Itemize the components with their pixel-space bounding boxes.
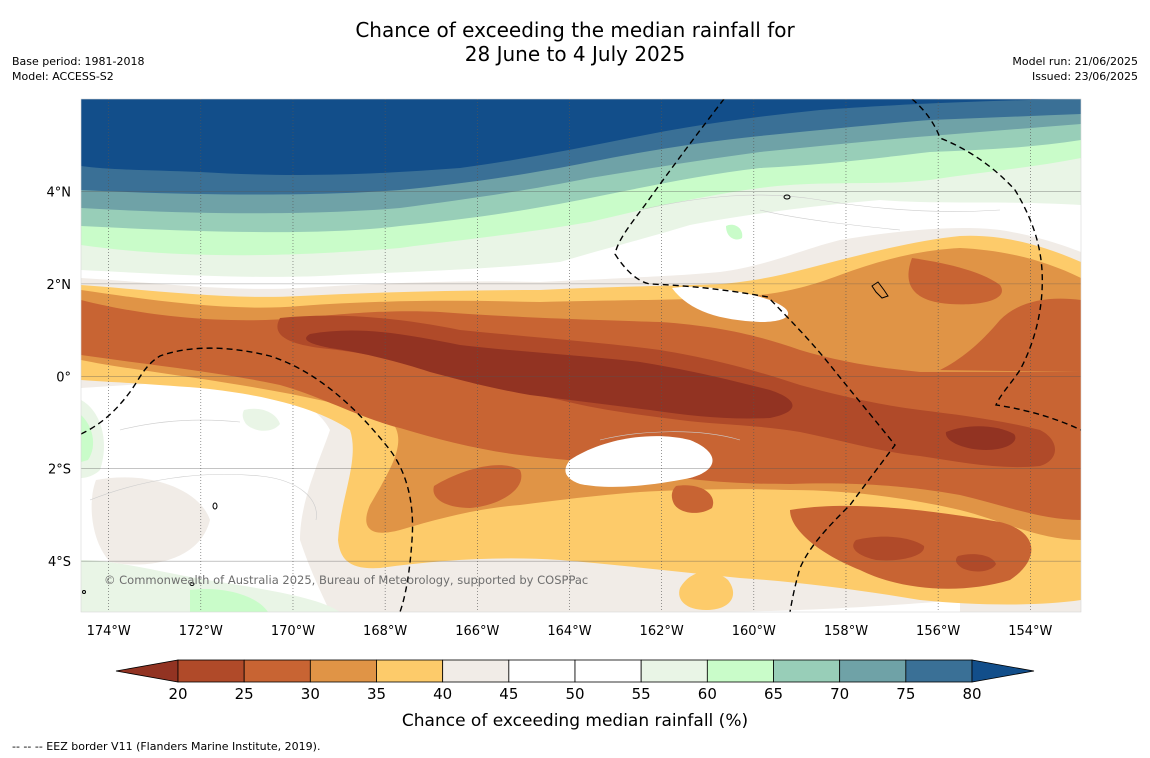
colorbar-segment	[376, 659, 444, 683]
longitude-label: 168°W	[363, 624, 407, 639]
northern-wet-bands	[81, 99, 1081, 277]
issued-text: Issued: 23/06/2025	[1031, 70, 1138, 83]
patch-20-25-south	[853, 536, 925, 561]
colorbar-segment	[442, 659, 510, 683]
colorbar-tick-label: 65	[764, 685, 783, 703]
latitude-label: 4°S	[48, 555, 71, 570]
latitude-label: 2°N	[47, 278, 72, 293]
colorbar-tick-label: 70	[830, 685, 849, 703]
patch-55-60-mid	[242, 408, 280, 431]
colorbar-segment	[706, 659, 774, 683]
longitude-label: 170°W	[271, 624, 315, 639]
patch-55-60-sw	[81, 560, 340, 612]
patch-60-65-sw	[190, 588, 268, 612]
latitude-label: 4°N	[47, 185, 72, 200]
patch-25-30-east	[908, 258, 1002, 305]
contour-line-2	[639, 194, 1001, 212]
meta-left: Base period: 1981-2018 Model: ACCESS-S2	[12, 54, 144, 84]
colorbar-tick-label: 25	[235, 685, 254, 703]
colorbar-segment	[574, 659, 642, 683]
band-25-30	[81, 298, 1081, 520]
eez-border-central	[614, 99, 896, 612]
colorbar-tick-label: 35	[367, 685, 386, 703]
eez-border-east	[911, 99, 1081, 431]
eez-footnote: -- -- -- EEZ border V11 (Flanders Marine…	[12, 740, 321, 753]
eez-border-west	[81, 347, 414, 612]
colorbar-segment	[309, 659, 377, 683]
contour-lines	[89, 194, 1001, 521]
latitude-label: 0°	[56, 370, 71, 385]
band-over-85	[81, 99, 1081, 175]
longitude-label: 166°W	[455, 624, 499, 639]
colorbar-tick-label: 40	[433, 685, 452, 703]
model-text: Model: ACCESS-S2	[12, 70, 114, 83]
contour-line-5	[119, 419, 241, 431]
longitude-label: 154°W	[1008, 624, 1052, 639]
contour-line-3	[759, 209, 901, 231]
longitude-label: 164°W	[547, 624, 591, 639]
colorbar: 20 25 30 35 40 45 50 55 60 65 70 75 80	[115, 659, 1035, 703]
longitude-label: 172°W	[179, 624, 223, 639]
colorbar-segment	[839, 659, 907, 683]
model-run-text: Model run: 21/06/2025	[1012, 55, 1138, 68]
longitude-label: 156°W	[916, 624, 960, 639]
longitude-label: 160°W	[732, 624, 776, 639]
island-outlines	[82, 194, 889, 594]
patch-40-45-southwest	[91, 477, 210, 565]
colorbar-segment	[905, 659, 973, 683]
colorbar-tick-label: 80	[962, 685, 981, 703]
patch-60-65-west	[81, 415, 94, 462]
colorbar-tick-label: 75	[896, 685, 915, 703]
map-title-line1: Chance of exceeding the median rainfall …	[355, 18, 795, 42]
colorbar-tick-label: 20	[168, 685, 187, 703]
map-panel: © Commonwealth of Australia 2025, Bureau…	[81, 99, 1081, 612]
colorbar-tick-label: 55	[632, 685, 651, 703]
copyright-text: © Commonwealth of Australia 2025, Bureau…	[104, 573, 588, 587]
latitude-labels: 4°N 2°N 0° 2°S 4°S	[47, 185, 72, 570]
longitude-labels: 174°W 172°W 170°W 168°W 166°W 164°W 162°W 160°W…	[87, 624, 1053, 639]
colorbar-segment	[243, 659, 311, 683]
base-period-text: Base period: 1981-2018	[12, 55, 145, 68]
island-west	[212, 502, 218, 510]
patch-60-65-ne	[726, 224, 743, 240]
patch-35-40-south	[679, 571, 734, 610]
longitude-label: 174°W	[87, 624, 131, 639]
island-far-southwest	[82, 590, 86, 594]
patch-white-central	[565, 436, 713, 487]
colorbar-extension-high	[971, 659, 1035, 683]
longitude-label: 162°W	[640, 624, 684, 639]
island-southwest	[189, 582, 195, 586]
colorbar-segment	[177, 659, 245, 683]
western-wet-patches	[81, 224, 743, 612]
graticule	[81, 99, 1081, 612]
colorbar-extension-low	[115, 659, 179, 683]
map-frame	[80, 98, 1082, 613]
map-title-line2: 28 June to 4 July 2025	[464, 42, 686, 66]
contour-line-1	[89, 473, 317, 521]
island-kiritimati	[871, 281, 889, 299]
patch-white-north	[672, 286, 789, 322]
patch-20-25-south2	[955, 554, 996, 572]
colorbar-segment	[508, 659, 576, 683]
map-title: Chance of exceeding the median rainfall …	[0, 18, 1150, 66]
patch-below-20-east	[945, 426, 1016, 450]
contour-line-4	[599, 431, 741, 441]
colorbar-tick-label: 30	[301, 685, 320, 703]
equatorial-dry-belt	[81, 228, 1081, 612]
meta-right: Model run: 21/06/2025 Issued: 23/06/2025	[1012, 54, 1138, 84]
island-north	[783, 194, 791, 200]
eez-borders	[81, 99, 1081, 612]
colorbar-segment	[773, 659, 841, 683]
colorbar-label: Chance of exceeding median rainfall (%)	[402, 711, 748, 731]
patch-25-30-central	[671, 485, 714, 513]
longitude-label: 158°W	[824, 624, 868, 639]
band-below-20	[306, 330, 793, 419]
colorbar-tick-label: 50	[565, 685, 584, 703]
latitude-label: 2°S	[48, 463, 71, 478]
colorbar-tick-label: 60	[698, 685, 717, 703]
colorbar-tick-label: 45	[499, 685, 518, 703]
colorbar-segment	[640, 659, 708, 683]
